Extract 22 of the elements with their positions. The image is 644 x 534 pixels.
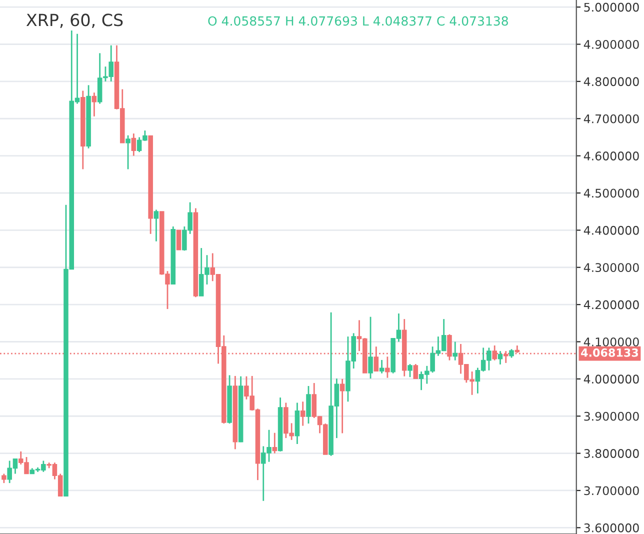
ref-line-label: 4.068133	[581, 348, 638, 357]
y-tick-label: 3.600000	[584, 523, 639, 532]
y-tick-label: 4.600000	[584, 152, 639, 160]
y-tick-label: 3.900000	[584, 412, 639, 421]
annotation: O 4.058557 H 4.077693 L 4.048377 C 4.073138	[208, 16, 508, 26]
y-tick-label: 4.400000	[584, 226, 639, 235]
y-tick-label: 4.000000	[584, 374, 639, 384]
candlestick	[2, 473, 6, 484]
y-tick-label: 4.900000	[584, 40, 639, 49]
y-tick-label: 4.800000	[584, 77, 639, 86]
y-tick-label: 5.000000	[584, 2, 639, 12]
y-tick-label: 4.200000	[584, 300, 639, 310]
y-tick-label: 3.700000	[584, 486, 639, 496]
candlestick	[408, 363, 412, 378]
y-tick-label: 4.300000	[584, 263, 639, 272]
y-tick-label: 4.100000	[584, 337, 639, 346]
candlestick	[385, 356, 390, 379]
y-tick-label: 4.500000	[584, 188, 639, 198]
y-tick-label: 4.700000	[584, 114, 639, 124]
candlestick	[176, 230, 182, 250]
text: XRP, 60, CS	[26, 14, 123, 28]
y-tick-label: 3.800000	[584, 449, 639, 458]
